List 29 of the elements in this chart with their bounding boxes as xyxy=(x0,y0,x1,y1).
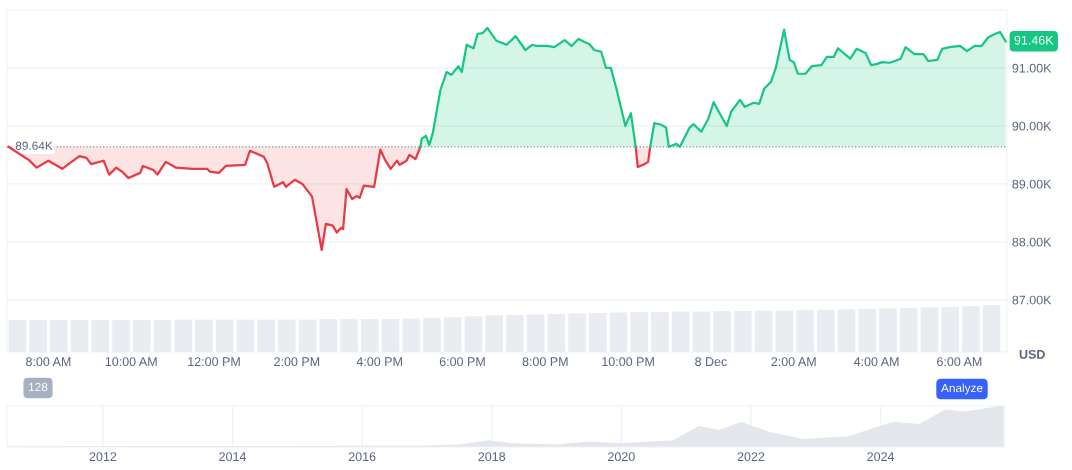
x-tick-label: 10:00 PM xyxy=(602,357,654,367)
x-tick-label: 2:00 AM xyxy=(771,357,816,367)
text: 128 xyxy=(29,382,48,392)
x-tick-label: 8:00 AM xyxy=(26,357,71,367)
x-tick-label: 6:00 PM xyxy=(439,357,485,367)
text: Analyze xyxy=(941,383,983,395)
x-tick-label: 8 Dec xyxy=(695,357,727,367)
x-tick-label: 2014 xyxy=(219,452,247,462)
x-tick-label: 12:00 PM xyxy=(188,357,240,367)
y-tick-label: 90.00K xyxy=(1012,121,1052,131)
y-axis-title: USD xyxy=(1019,349,1045,359)
ref-line-label: 89.64K xyxy=(15,141,53,150)
x-tick-label: 10:00 AM xyxy=(105,357,157,367)
x-tick-label: 6:00 AM xyxy=(937,357,982,367)
x-tick-label: 2:00 PM xyxy=(274,357,320,367)
y-tick-label: 87.00K xyxy=(1012,295,1052,305)
y-tick-label: 88.00K xyxy=(1012,237,1052,247)
y-tick-label: 89.00K xyxy=(1012,179,1052,189)
x-tick-label: 4:00 PM xyxy=(356,357,402,367)
x-tick-label: 2018 xyxy=(478,452,506,462)
x-tick-label: 2012 xyxy=(89,452,117,462)
x-tick-label: 8:00 PM xyxy=(522,357,568,367)
x-tick-label: 2016 xyxy=(348,452,376,462)
x-tick-label: 2022 xyxy=(737,452,765,462)
x-tick-label: 4:00 AM xyxy=(853,357,899,367)
x-tick-label: 2020 xyxy=(608,452,635,462)
x-tick-label: 2024 xyxy=(867,452,895,462)
annotation: 91.46K xyxy=(1014,35,1054,45)
y-tick-label: 91.00K xyxy=(1012,63,1052,73)
